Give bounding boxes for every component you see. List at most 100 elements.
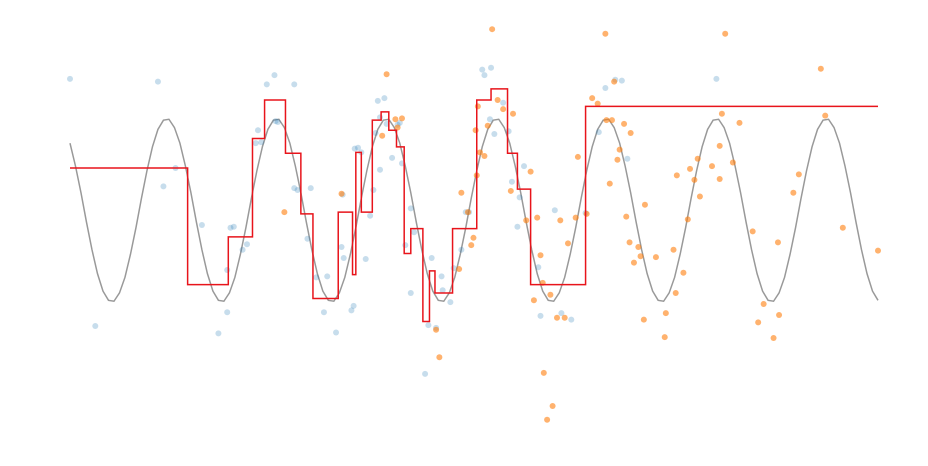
point [510, 110, 517, 117]
point [640, 316, 647, 323]
point [561, 314, 568, 321]
point [696, 193, 703, 200]
point [392, 116, 399, 123]
point [379, 132, 386, 139]
point [602, 30, 609, 37]
point [304, 235, 311, 242]
point [594, 100, 601, 107]
point [516, 194, 523, 201]
point [340, 255, 347, 262]
point [716, 142, 723, 149]
point [790, 189, 797, 196]
point [749, 228, 756, 235]
point [338, 244, 345, 251]
point [602, 85, 609, 92]
point [537, 252, 544, 259]
point [160, 183, 167, 190]
point [716, 175, 723, 182]
point [458, 189, 465, 196]
point [817, 65, 824, 72]
point [433, 326, 440, 333]
point [407, 205, 414, 212]
point [574, 153, 581, 160]
point [661, 334, 668, 341]
point [491, 130, 498, 137]
point [281, 209, 288, 216]
point [875, 247, 881, 254]
point [294, 187, 301, 194]
point [736, 119, 743, 126]
point [425, 322, 432, 329]
point [621, 120, 628, 127]
point [606, 180, 613, 187]
point [348, 307, 355, 314]
point [537, 312, 544, 319]
point [479, 66, 486, 73]
point [486, 116, 493, 123]
point [383, 71, 390, 78]
point [224, 309, 231, 316]
point [595, 129, 602, 136]
point [680, 269, 687, 276]
point [351, 145, 358, 152]
point [456, 266, 463, 273]
point [254, 127, 261, 134]
point [722, 30, 729, 37]
point [428, 255, 435, 262]
point [362, 255, 369, 262]
point [530, 297, 537, 304]
point [616, 146, 623, 153]
point [389, 154, 396, 161]
point [450, 265, 457, 272]
point [470, 234, 477, 241]
point [691, 176, 698, 183]
point [307, 185, 314, 192]
point [687, 165, 694, 172]
point [603, 117, 610, 124]
point [274, 119, 281, 126]
point [589, 95, 596, 102]
point [92, 323, 99, 330]
point [611, 78, 618, 85]
point [402, 242, 409, 249]
point [614, 156, 621, 163]
point [558, 310, 565, 317]
point [553, 314, 560, 321]
point [477, 149, 484, 156]
point [624, 155, 631, 162]
point [514, 223, 521, 230]
point [672, 289, 679, 296]
point [729, 159, 736, 166]
point [755, 319, 762, 326]
point [507, 187, 514, 194]
point [484, 122, 491, 129]
point [272, 118, 279, 125]
point [198, 221, 205, 228]
point [313, 274, 320, 281]
point [540, 369, 547, 376]
point [474, 103, 481, 110]
point [500, 99, 507, 106]
line [70, 88, 878, 323]
point [618, 77, 625, 84]
point [154, 78, 161, 85]
point [662, 310, 669, 317]
point [252, 140, 259, 147]
point [521, 163, 528, 170]
point [355, 144, 362, 151]
point [458, 246, 465, 253]
point [547, 291, 554, 298]
point [227, 224, 234, 231]
point [291, 185, 298, 192]
point [447, 299, 454, 306]
point [243, 241, 250, 248]
point [489, 26, 496, 33]
point [271, 72, 278, 79]
point [568, 316, 575, 323]
point [694, 155, 701, 162]
point [439, 287, 446, 294]
point [572, 214, 579, 221]
point [381, 95, 388, 102]
point [258, 139, 265, 146]
